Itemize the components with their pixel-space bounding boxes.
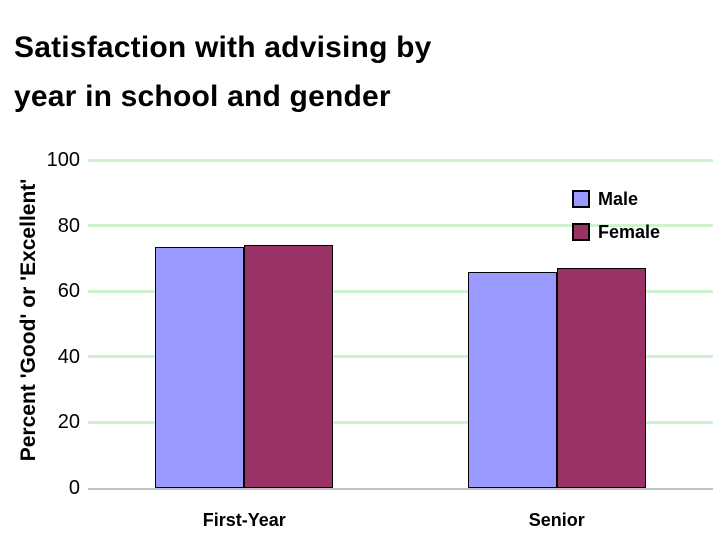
legend-label-female: Female bbox=[598, 222, 661, 242]
gridline-60 bbox=[88, 289, 713, 293]
gridline-80 bbox=[88, 224, 713, 228]
legend-swatch-male bbox=[572, 190, 590, 208]
gridline-40 bbox=[88, 355, 713, 359]
y-tick-label-40: 40 bbox=[57, 345, 80, 368]
y-tick-label-80: 80 bbox=[57, 214, 80, 237]
legend: Male Female bbox=[572, 189, 660, 255]
chart-title: Satisfaction with advising by year in sc… bbox=[14, 31, 432, 113]
bar-male-first-year bbox=[155, 247, 245, 488]
legend-swatch-female bbox=[572, 223, 590, 241]
y-tick-label-60: 60 bbox=[57, 280, 80, 303]
gridline-100 bbox=[88, 158, 713, 162]
legend-item-male: Male bbox=[572, 189, 660, 209]
legend-label-male: Male bbox=[598, 189, 639, 209]
y-tick-label-100: 100 bbox=[46, 149, 80, 171]
y-tick-label-20: 20 bbox=[57, 411, 80, 434]
y-tick-label-0: 0 bbox=[68, 477, 80, 499]
bar-female-senior bbox=[556, 268, 646, 488]
bar-female-first-year bbox=[244, 244, 334, 488]
x-category-label-first-year: First-Year bbox=[202, 510, 286, 530]
x-category-label-senior: Senior bbox=[528, 510, 585, 530]
legend-item-female: Female bbox=[572, 222, 660, 242]
bar-male-senior bbox=[467, 271, 557, 488]
gridline-20 bbox=[88, 420, 713, 424]
plot-area bbox=[88, 158, 713, 490]
